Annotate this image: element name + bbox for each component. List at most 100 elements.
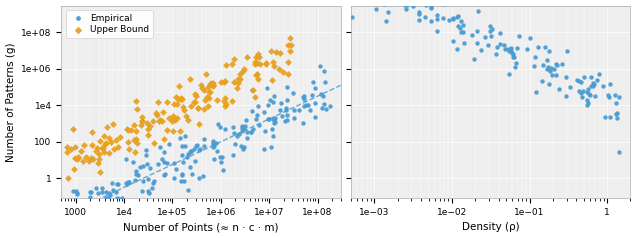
- Upper Bound: [169, 102, 179, 106]
- Upper Bound: [157, 119, 167, 123]
- Upper Bound: [251, 95, 261, 99]
- Upper Bound: [275, 51, 285, 55]
- Empirical: [176, 136, 186, 139]
- Upper Bound: [162, 100, 172, 104]
- Upper Bound: [204, 96, 214, 100]
- Point: [611, 112, 621, 116]
- Upper Bound: [229, 80, 239, 84]
- Point: [476, 48, 486, 52]
- Upper Bound: [207, 81, 218, 85]
- Empirical: [190, 159, 200, 163]
- Upper Bound: [239, 67, 249, 70]
- Point: [408, 4, 418, 8]
- Empirical: [111, 191, 121, 194]
- Upper Bound: [261, 61, 271, 65]
- Upper Bound: [93, 157, 104, 160]
- Upper Bound: [87, 130, 97, 134]
- Point: [598, 84, 609, 88]
- Point: [455, 26, 466, 30]
- Empirical: [242, 136, 252, 139]
- Upper Bound: [219, 104, 230, 108]
- Upper Bound: [148, 119, 158, 123]
- Point: [525, 36, 535, 40]
- Point: [546, 66, 556, 70]
- Empirical: [254, 123, 265, 127]
- Legend: Empirical, Upper Bound: Empirical, Upper Bound: [66, 10, 153, 38]
- Point: [549, 67, 559, 70]
- Upper Bound: [242, 55, 252, 59]
- Point: [551, 73, 561, 77]
- Upper Bound: [109, 147, 120, 150]
- Empirical: [199, 137, 209, 141]
- Point: [605, 115, 616, 119]
- Empirical: [214, 155, 225, 159]
- Point: [557, 62, 567, 66]
- Empirical: [218, 168, 228, 172]
- Empirical: [92, 199, 102, 203]
- Point: [506, 46, 516, 50]
- Upper Bound: [250, 60, 260, 64]
- Empirical: [268, 117, 278, 121]
- Empirical: [263, 103, 273, 107]
- Upper Bound: [176, 97, 186, 101]
- Empirical: [237, 147, 247, 151]
- Empirical: [212, 149, 222, 153]
- Upper Bound: [151, 111, 161, 115]
- Point: [400, 4, 410, 7]
- Empirical: [289, 116, 300, 120]
- Empirical: [180, 134, 190, 138]
- Point: [456, 30, 466, 33]
- Upper Bound: [158, 110, 168, 114]
- Empirical: [178, 160, 188, 164]
- Point: [611, 116, 621, 119]
- Empirical: [270, 116, 280, 120]
- Upper Bound: [178, 105, 188, 109]
- Empirical: [216, 160, 226, 164]
- Point: [402, 3, 412, 7]
- Empirical: [77, 219, 87, 223]
- Upper Bound: [266, 49, 276, 53]
- Empirical: [220, 127, 230, 131]
- Empirical: [169, 176, 179, 180]
- Empirical: [319, 80, 329, 84]
- Empirical: [169, 161, 179, 165]
- Upper Bound: [199, 88, 209, 92]
- Empirical: [159, 160, 169, 164]
- Upper Bound: [269, 64, 279, 68]
- Upper Bound: [123, 129, 134, 132]
- Upper Bound: [143, 133, 153, 136]
- Point: [448, 16, 458, 20]
- Upper Bound: [235, 77, 245, 81]
- Empirical: [198, 174, 208, 178]
- Y-axis label: Number of Patterns (g): Number of Patterns (g): [6, 42, 15, 162]
- Empirical: [198, 144, 209, 148]
- Empirical: [177, 172, 187, 176]
- Empirical: [268, 100, 278, 104]
- Empirical: [269, 94, 279, 98]
- Upper Bound: [221, 102, 232, 106]
- Upper Bound: [251, 74, 261, 77]
- Point: [421, 3, 431, 6]
- Point: [499, 43, 509, 47]
- Point: [588, 81, 598, 85]
- Upper Bound: [271, 50, 281, 54]
- Empirical: [186, 149, 196, 153]
- Empirical: [89, 202, 99, 205]
- Upper Bound: [176, 96, 186, 100]
- Point: [439, 2, 450, 6]
- Upper Bound: [268, 60, 279, 64]
- Empirical: [183, 153, 193, 156]
- Empirical: [316, 92, 326, 96]
- Empirical: [183, 188, 193, 192]
- Empirical: [137, 179, 148, 183]
- Upper Bound: [124, 147, 134, 151]
- Empirical: [66, 206, 76, 210]
- Upper Bound: [227, 62, 237, 66]
- Empirical: [131, 169, 141, 173]
- Upper Bound: [128, 138, 139, 141]
- Upper Bound: [87, 143, 97, 147]
- Upper Bound: [152, 113, 162, 117]
- Empirical: [289, 108, 299, 112]
- Empirical: [143, 189, 153, 193]
- Empirical: [95, 219, 105, 223]
